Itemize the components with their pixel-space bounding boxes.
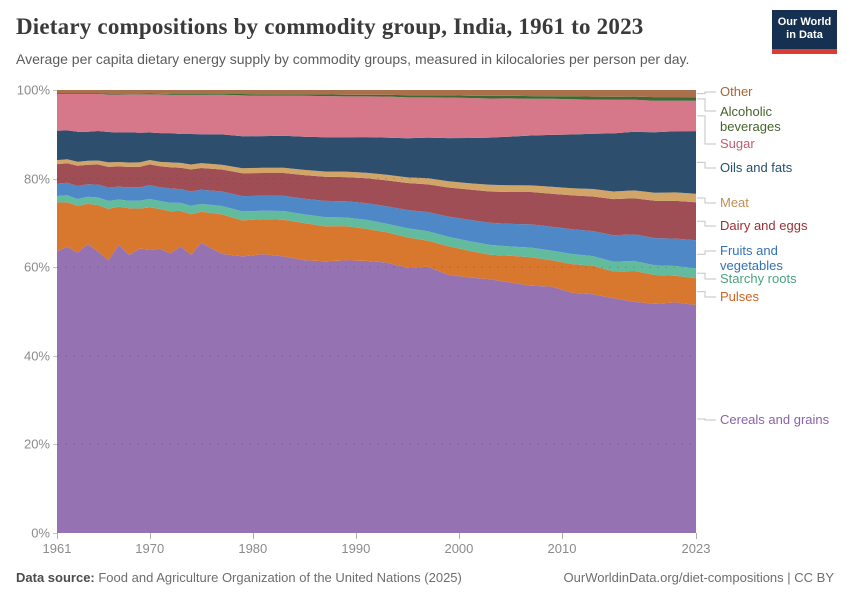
plot-area[interactable] [57, 90, 696, 533]
y-axis-label: 40% [23, 348, 50, 364]
legend-connector [697, 272, 716, 280]
legend-connector [697, 91, 716, 95]
data-source-line: Data source: Food and Agriculture Organi… [16, 570, 462, 585]
x-axis-label: 2000 [444, 541, 474, 556]
legend-item-pulses[interactable]: Pulses [720, 289, 760, 304]
legend-connector [697, 115, 716, 145]
legend-connector [697, 250, 716, 255]
owid-logo-line2: in Data [786, 29, 823, 41]
y-axis-tick [53, 178, 57, 180]
area-starchy-roots[interactable] [57, 195, 696, 279]
owid-logo[interactable]: Our World in Data [772, 10, 837, 54]
area-pulses[interactable] [57, 202, 696, 305]
area-dairy-and-eggs[interactable] [57, 163, 696, 241]
legend-item-alcoholic-beverages[interactable]: Alcoholic beverages [720, 104, 781, 134]
chart-subtitle: Average per capita dietary energy supply… [16, 51, 690, 67]
legend-item-sugar[interactable]: Sugar [720, 136, 755, 151]
footer: Data source: Food and Agriculture Organi… [16, 570, 834, 590]
x-axis-label: 1970 [135, 541, 165, 556]
legend-item-oils-and-fats[interactable]: Oils and fats [720, 160, 793, 175]
y-axis-tick [53, 444, 57, 446]
x-axis-tick [562, 533, 564, 539]
x-axis-tick [696, 533, 697, 539]
area-fruits-and-vegetables[interactable] [57, 182, 696, 269]
legend-connector [697, 98, 716, 112]
data-source-label: Data source: [16, 570, 95, 585]
x-axis-tick [57, 533, 58, 539]
legend-connector [697, 197, 716, 204]
y-axis-label: 60% [23, 259, 50, 275]
page-title: Dietary compositions by commodity group,… [16, 14, 644, 39]
legend-connector-lines [697, 91, 716, 421]
y-axis-tick [53, 355, 57, 357]
legend-connector [697, 291, 716, 298]
x-axis-tick [149, 533, 151, 539]
y-axis-tick [53, 267, 57, 269]
area-oils-and-fats[interactable] [57, 130, 696, 194]
x-axis-label: 2023 [681, 541, 711, 556]
legend-item-starchy-roots[interactable]: Starchy roots [720, 271, 797, 286]
legend-connector [697, 161, 716, 169]
x-axis-tick [458, 533, 460, 539]
x-axis-label: 1961 [42, 541, 72, 556]
x-axis-label: 1990 [341, 541, 371, 556]
legend-item-fruits-and-vegetables[interactable]: Fruits and vegetables [720, 243, 783, 273]
y-axis-tick [53, 533, 57, 534]
legend-item-cereals-and-grains[interactable]: Cereals and grains [720, 412, 830, 427]
area-meat[interactable] [57, 159, 696, 203]
area-sugar[interactable] [57, 94, 696, 139]
legend-connector [697, 418, 716, 421]
x-axis-tick [355, 533, 357, 539]
legend-connector [697, 220, 716, 227]
y-axis-label: 0% [31, 525, 50, 541]
y-axis-label: 20% [23, 436, 50, 452]
x-axis-tick [252, 533, 254, 539]
y-axis-label: 80% [23, 171, 50, 187]
y-axis-tick [53, 90, 57, 91]
legend-item-meat[interactable]: Meat [720, 195, 749, 210]
credit-link[interactable]: OurWorldinData.org/diet-compositions | C… [563, 570, 834, 585]
legend-item-dairy-and-eggs[interactable]: Dairy and eggs [720, 218, 808, 233]
area-other[interactable] [57, 90, 696, 98]
owid-logo-line1: Our World [777, 16, 832, 28]
legend-item-other[interactable]: Other [720, 84, 753, 99]
x-axis-label: 1980 [238, 541, 268, 556]
x-axis-label: 2010 [547, 541, 577, 556]
stacked-area-plot[interactable] [57, 90, 696, 533]
area-alcoholic-beverages[interactable] [57, 93, 696, 101]
y-axis-label: 100% [16, 82, 50, 98]
area-cereals-and-grains[interactable] [57, 242, 696, 533]
data-source-text: Food and Agriculture Organization of the… [94, 570, 462, 585]
